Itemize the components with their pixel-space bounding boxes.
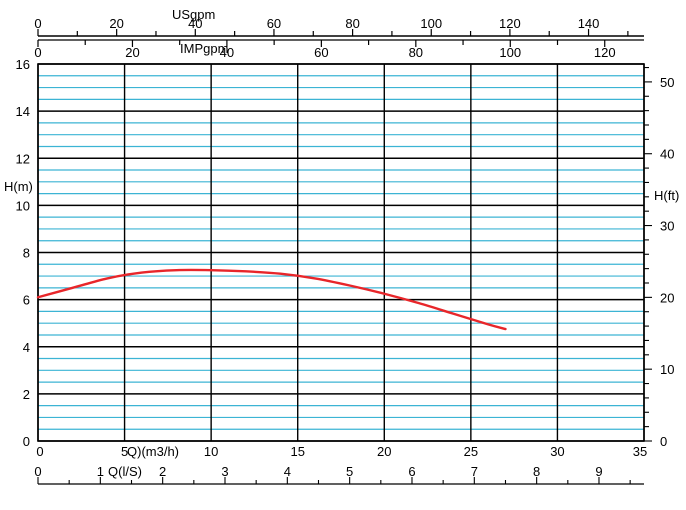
h-m-tick-label: 4: [23, 340, 30, 355]
h-ft-tick-label: 30: [660, 219, 674, 234]
h-m-axis-label: H(m): [4, 179, 33, 194]
m3h-tick-label: 35: [633, 444, 647, 459]
ls-tick-label: 7: [471, 464, 478, 479]
m3h-tick-label: 5: [121, 444, 128, 459]
us-gpm-tick-label: 80: [345, 16, 359, 31]
imp-gpm-tick-label: 0: [34, 45, 41, 60]
imp-gpm-tick-label: 100: [499, 45, 521, 60]
us-gpm-axis-label: USgpm: [172, 7, 215, 22]
ls-tick-label: 0: [34, 464, 41, 479]
h-m-tick-label: 10: [16, 198, 30, 213]
m3h-tick-label: 10: [204, 444, 218, 459]
plot-frame: [37, 63, 645, 442]
head-flow-curve: [36, 268, 507, 331]
h-ft-tick-label: 20: [660, 290, 674, 305]
imp-gpm-axis-label: IMPgpm: [180, 41, 228, 56]
us-gpm-tick-label: 40: [188, 16, 202, 31]
h-m-tick-label: 16: [16, 57, 30, 72]
axes: [37, 29, 652, 485]
imp-gpm-tick-label: 40: [220, 45, 234, 60]
series: [36, 268, 507, 331]
h-m-tick-label: 0: [23, 434, 30, 449]
h-m-tick-label: 6: [23, 293, 30, 308]
ls-tick-label: 1: [97, 464, 104, 479]
h-m-tick-label: 2: [23, 387, 30, 402]
h-ft-tick-label: 10: [660, 362, 674, 377]
imp-gpm-tick-label: 20: [125, 45, 139, 60]
h-m-tick-label: 14: [16, 104, 30, 119]
us-gpm-tick-label: 20: [109, 16, 123, 31]
us-gpm-tick-label: 0: [34, 16, 41, 31]
m3h-tick-label: 0: [36, 444, 43, 459]
h-m-tick-label: 8: [23, 246, 30, 261]
us-gpm-tick-label: 120: [499, 16, 521, 31]
m3h-tick-label: 25: [464, 444, 478, 459]
h-ft-tick-label: 0: [660, 434, 667, 449]
m3h-tick-label: 15: [290, 444, 304, 459]
m3h-tick-label: 20: [377, 444, 391, 459]
us-gpm-tick-label: 60: [267, 16, 281, 31]
ls-axis-label: Q(l/S): [108, 464, 142, 479]
h-ft-axis-label: H(ft): [654, 188, 679, 203]
major-grid: [37, 63, 645, 442]
m3h-tick-label: 30: [550, 444, 564, 459]
imp-gpm-tick-label: 120: [594, 45, 616, 60]
h-ft-tick-label: 40: [660, 147, 674, 162]
ls-tick-label: 9: [595, 464, 602, 479]
h-ft-tick-label: 50: [660, 75, 674, 90]
us-gpm-tick-label: 100: [420, 16, 442, 31]
ls-tick-label: 6: [408, 464, 415, 479]
us-gpm-tick-label: 140: [578, 16, 600, 31]
ls-tick-label: 8: [533, 464, 540, 479]
imp-gpm-tick-label: 60: [314, 45, 328, 60]
minor-grid: [38, 75, 644, 430]
m3h-axis-label: Q)(m3/h): [127, 444, 179, 459]
ls-tick-label: 2: [159, 464, 166, 479]
h-m-tick-label: 12: [16, 151, 30, 166]
ls-tick-label: 3: [221, 464, 228, 479]
ls-tick-label: 5: [346, 464, 353, 479]
ls-tick-label: 4: [284, 464, 291, 479]
imp-gpm-tick-label: 80: [409, 45, 423, 60]
